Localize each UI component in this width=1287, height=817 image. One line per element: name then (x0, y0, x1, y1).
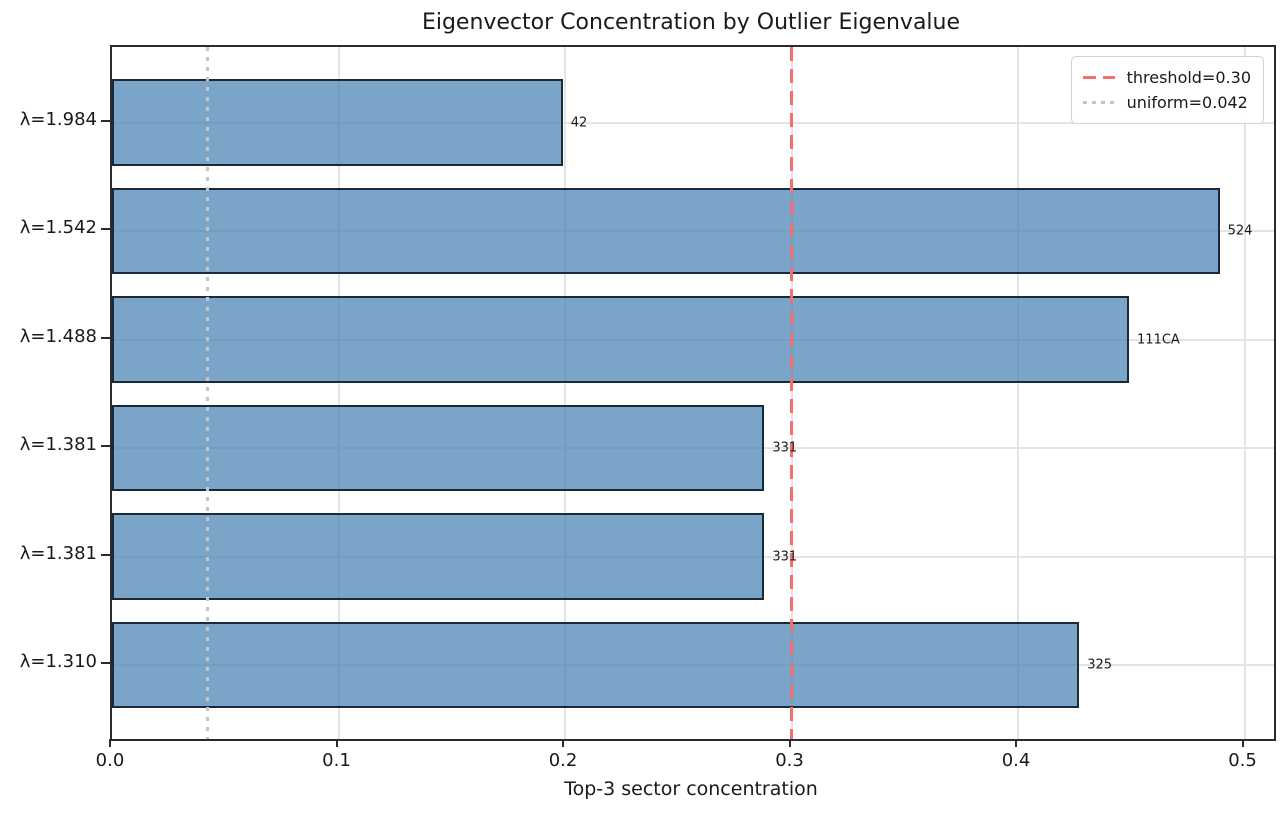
x-tick-mark (788, 739, 791, 747)
y-tick-mark (101, 662, 110, 664)
y-tick-label: λ=1.310 (19, 651, 97, 672)
legend-entry-threshold: threshold=0.30 (1082, 65, 1251, 90)
x-tick-label: 0.3 (775, 750, 804, 771)
bar-value-label: 331 (772, 440, 798, 456)
horizontal-gridline (112, 121, 1274, 124)
x-tick-label: 0.1 (322, 750, 351, 771)
chart-title: Eigenvector Concentration by Outlier Eig… (421, 10, 961, 35)
legend: threshold=0.30 uniform=0.042 (1070, 56, 1264, 124)
uniform-line (205, 47, 209, 739)
vertical-gridline (564, 47, 567, 739)
y-tick-label: λ=1.381 (19, 542, 97, 564)
vertical-gridline (1243, 47, 1246, 739)
x-tick-label: 0.4 (1001, 750, 1031, 771)
threshold-line-sample (1082, 76, 1115, 79)
bar-value-label: 331 (772, 549, 798, 564)
vertical-gridline (337, 47, 340, 739)
plot-area: threshold=0.30 uniform=0.042 42 524 111CA 3… (110, 45, 1276, 741)
vertical-gridline (1017, 47, 1020, 739)
bar-value-label: 524 (1227, 223, 1253, 239)
y-tick-mark (101, 119, 110, 122)
y-tick-mark (101, 553, 110, 556)
x-tick-label: 0.0 (95, 750, 125, 771)
bar-value-label: 325 (1087, 657, 1113, 673)
threshold-line (790, 47, 794, 739)
legend-label-uniform: uniform=0.042 (1126, 93, 1248, 112)
bar-1.381 (112, 513, 765, 600)
legend-entry-uniform: uniform=0.042 (1082, 90, 1251, 115)
bar-1.984 (112, 79, 563, 166)
bar-value-label: 42 (570, 115, 588, 130)
x-tick-label: 0.2 (548, 750, 578, 771)
y-tick-label: λ=1.488 (19, 325, 97, 347)
bar-value-label: 111CA (1137, 332, 1180, 347)
y-tick-label: λ=1.984 (19, 108, 97, 130)
bar-1.542 (112, 187, 1220, 275)
x-tick-mark (562, 739, 565, 747)
x-tick-mark (1241, 739, 1244, 747)
y-tick-label: λ=1.542 (19, 217, 97, 238)
y-tick-mark (101, 445, 110, 447)
x-tick-mark (1015, 739, 1018, 747)
y-tick-label: λ=1.381 (19, 434, 97, 455)
x-axis-label: Top-3 sector concentration (564, 778, 818, 800)
bar-1.310 (112, 621, 1080, 709)
y-tick-mark (101, 336, 110, 339)
x-tick-mark (109, 739, 111, 747)
uniform-line-sample (1082, 101, 1115, 104)
y-tick-mark (101, 228, 110, 230)
bar-1.488 (112, 296, 1130, 383)
x-tick-label: 0.5 (1228, 750, 1257, 771)
x-tick-mark (335, 739, 338, 747)
bar-1.381 (112, 404, 765, 492)
legend-label-threshold: threshold=0.30 (1126, 68, 1251, 87)
